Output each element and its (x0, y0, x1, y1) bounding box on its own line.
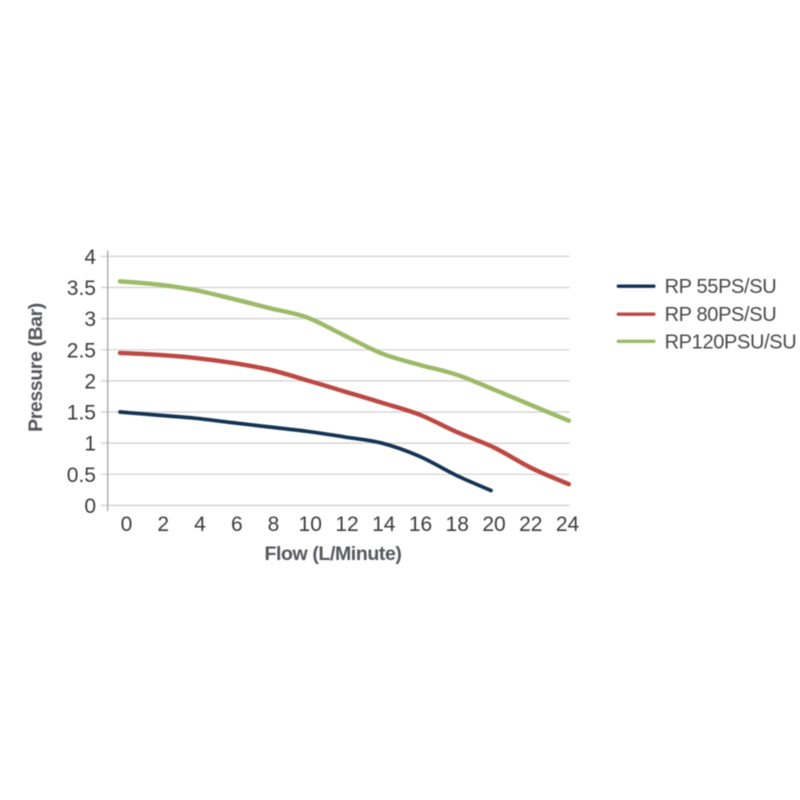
svg-text:2: 2 (84, 370, 96, 393)
svg-text:16: 16 (409, 513, 432, 536)
svg-text:0.5: 0.5 (67, 464, 96, 487)
svg-text:RP 55PS/SU: RP 55PS/SU (665, 276, 777, 298)
svg-text:6: 6 (231, 513, 243, 536)
svg-text:Pressure (Bar): Pressure (Bar) (25, 303, 47, 432)
svg-text:0: 0 (84, 495, 96, 518)
svg-text:3: 3 (84, 308, 96, 331)
svg-text:18: 18 (446, 513, 469, 536)
svg-text:2.5: 2.5 (67, 339, 96, 362)
svg-text:1.5: 1.5 (67, 402, 96, 425)
svg-text:0: 0 (121, 513, 133, 536)
svg-text:4: 4 (194, 513, 206, 536)
svg-text:3.5: 3.5 (67, 277, 96, 300)
svg-text:14: 14 (372, 513, 396, 536)
svg-text:4: 4 (84, 246, 96, 269)
svg-text:20: 20 (482, 513, 505, 536)
svg-text:8: 8 (268, 513, 280, 536)
svg-text:2: 2 (157, 513, 169, 536)
svg-text:22: 22 (519, 513, 542, 536)
svg-text:1: 1 (84, 433, 96, 456)
svg-text:24: 24 (556, 513, 580, 536)
svg-text:Flow (L/Minute): Flow (L/Minute) (265, 543, 402, 565)
svg-text:RP 80PS/SU: RP 80PS/SU (665, 304, 777, 326)
svg-text:12: 12 (335, 513, 358, 536)
svg-text:RP120PSU/SU: RP120PSU/SU (665, 331, 797, 353)
svg-text:10: 10 (299, 513, 322, 536)
